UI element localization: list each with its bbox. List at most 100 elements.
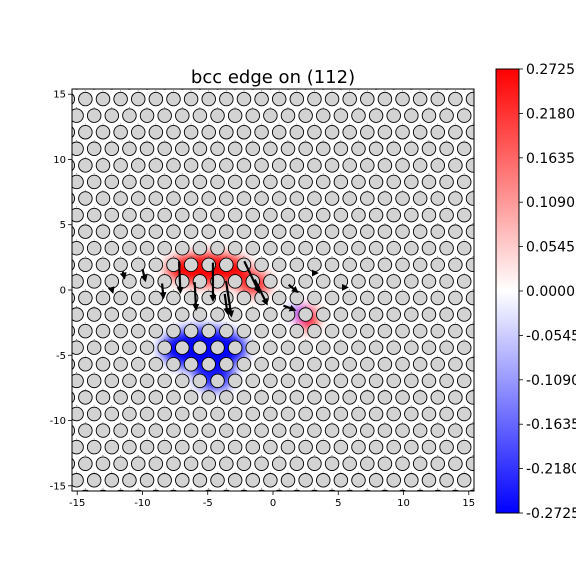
lattice-dot — [428, 305, 430, 307]
y-tick-label: 5 — [60, 220, 66, 231]
lattice-dot — [67, 157, 68, 158]
atom — [131, 91, 146, 107]
atom — [201, 158, 216, 173]
lattice-dot — [181, 272, 183, 274]
lattice-dot — [217, 339, 218, 340]
atom — [368, 274, 384, 289]
lattice-dot — [120, 156, 122, 158]
atom — [342, 390, 357, 405]
lattice-dot — [269, 173, 271, 175]
atom — [360, 357, 375, 372]
atom — [351, 340, 366, 355]
lattice-dot — [419, 322, 421, 324]
atom — [377, 191, 393, 206]
y-tick-label: 0 — [60, 286, 66, 297]
atom — [316, 406, 331, 422]
lattice-dot — [111, 106, 113, 108]
atom — [236, 390, 252, 405]
atom — [360, 456, 375, 471]
atom — [72, 292, 75, 304]
lattice-dot — [393, 106, 395, 108]
chart-title: bcc edge on (112) — [191, 67, 355, 88]
lattice-dot — [481, 173, 482, 174]
lattice-dot — [366, 123, 368, 125]
lattice-dot — [296, 256, 298, 258]
atom — [316, 340, 331, 355]
atom — [166, 91, 181, 107]
lattice-dot — [481, 405, 482, 406]
atom — [271, 191, 287, 206]
lattice-dot — [305, 239, 307, 241]
atom — [456, 174, 472, 190]
lattice-dot — [190, 123, 192, 125]
atom — [183, 323, 199, 339]
lattice-dot — [305, 140, 307, 142]
atom — [475, 440, 489, 454]
atom — [289, 290, 305, 306]
lattice-dot — [313, 189, 315, 191]
lattice-dot — [278, 90, 280, 92]
atom — [183, 423, 199, 438]
lattice-dot — [120, 123, 122, 125]
lattice-dot — [331, 222, 333, 224]
atom — [143, 89, 151, 90]
lattice-dot — [234, 106, 236, 108]
lattice-dot — [146, 471, 148, 473]
lattice-dot — [446, 239, 447, 241]
atom — [78, 91, 93, 107]
lattice-dot — [234, 173, 236, 175]
lattice-dot — [331, 189, 333, 191]
lattice-dot — [164, 505, 165, 506]
lattice-dot — [243, 455, 245, 456]
lattice-dot — [172, 488, 174, 490]
lattice-dot — [120, 421, 122, 423]
atom — [122, 340, 137, 355]
atom — [104, 307, 120, 322]
atom — [210, 207, 225, 223]
lattice-dot — [190, 355, 192, 357]
lattice-dot — [454, 388, 456, 390]
lattice-dot — [366, 90, 368, 92]
atom — [475, 109, 489, 123]
lattice-dot — [481, 438, 482, 439]
lattice-dot — [120, 355, 122, 357]
atom — [219, 357, 234, 372]
lattice-dot — [305, 106, 307, 108]
atom — [245, 141, 261, 157]
lattice-dot — [93, 173, 95, 175]
lattice-dot — [340, 438, 342, 440]
displacement-arrows — [107, 260, 349, 318]
atom — [439, 240, 454, 256]
lattice-dot — [146, 438, 148, 440]
lattice-dot — [181, 405, 183, 407]
lattice-dot — [357, 239, 359, 241]
lattice-dot — [269, 471, 271, 473]
atom — [126, 89, 133, 90]
atom — [465, 323, 474, 339]
lattice-dot — [331, 322, 333, 324]
atom — [263, 207, 278, 223]
lattice-dot — [181, 140, 183, 142]
lattice-dot — [322, 438, 324, 440]
lattice-dot — [287, 471, 289, 473]
atom — [157, 340, 172, 355]
lattice-dot — [366, 156, 368, 158]
atom — [333, 439, 349, 455]
displacement-arrow — [253, 279, 268, 306]
lattice-dot — [261, 421, 262, 423]
lattice-dot — [349, 355, 351, 357]
atom — [86, 473, 102, 488]
atom — [333, 473, 349, 488]
atom — [78, 224, 93, 239]
atom — [425, 89, 433, 90]
atom — [289, 158, 305, 173]
lattice-dot — [67, 422, 68, 423]
lattice-dot — [155, 455, 157, 456]
lattice-dot — [128, 372, 130, 374]
lattice-dot — [393, 206, 395, 208]
atom — [412, 423, 428, 438]
atom — [113, 290, 128, 306]
lattice-dot — [252, 106, 254, 108]
atom — [421, 108, 437, 123]
lattice-dot — [393, 505, 394, 506]
